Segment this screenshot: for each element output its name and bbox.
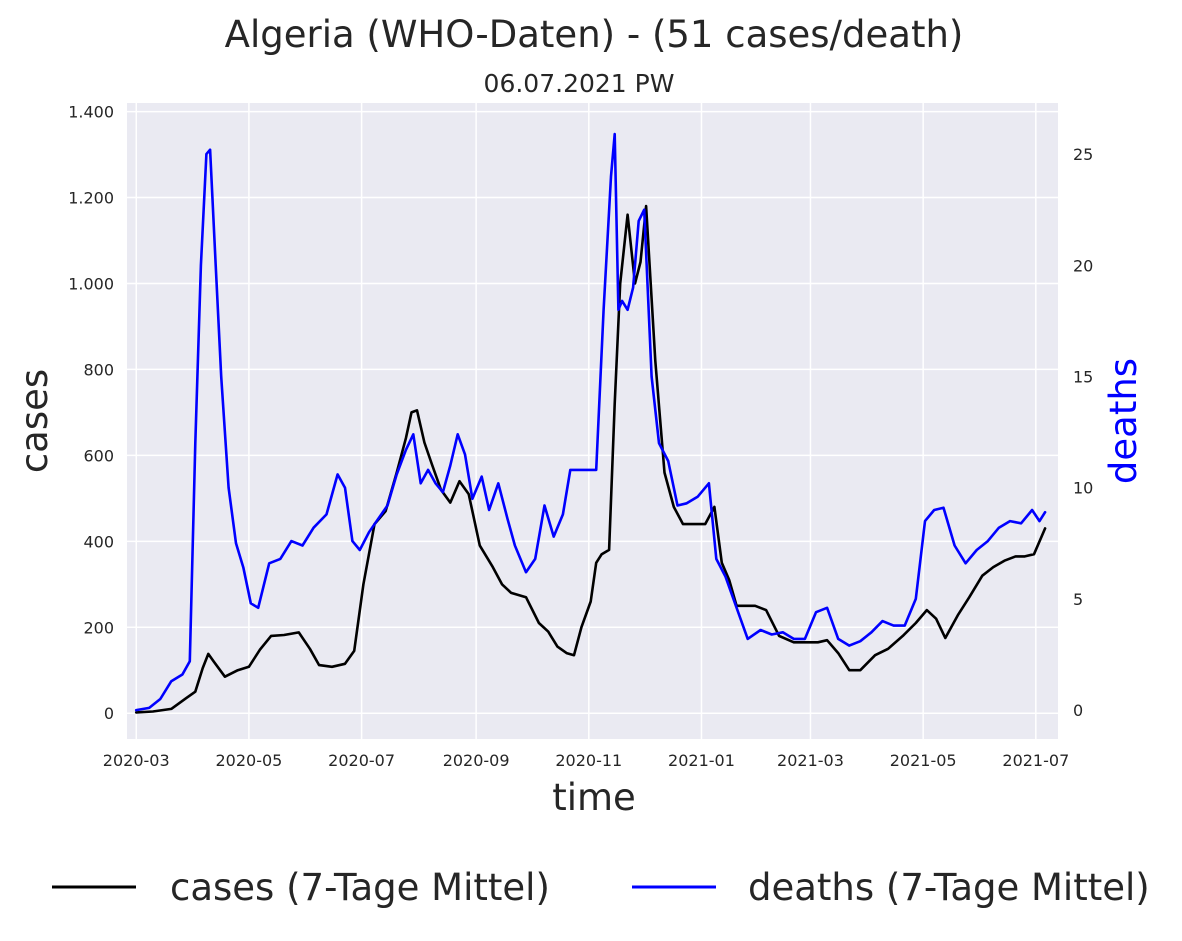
y-tick-label-right: 0 — [1073, 701, 1083, 720]
x-tick-label: 2020-07 — [328, 751, 395, 770]
x-tick-label: 2021-05 — [890, 751, 957, 770]
y-tick-label-left: 400 — [83, 532, 114, 551]
y-tick-label-left: 1.200 — [68, 189, 114, 208]
y-tick-label-right: 15 — [1073, 368, 1093, 387]
y-axis-label-left: cases — [13, 369, 56, 473]
legend: cases (7-Tage Mittel) deaths (7-Tage Mit… — [52, 866, 1150, 909]
x-tick-label: 2021-03 — [777, 751, 844, 770]
y-tick-label-left: 600 — [83, 446, 114, 465]
chart-title: Algeria (WHO-Daten) - (51 cases/death) — [225, 13, 964, 56]
grid — [127, 103, 1058, 739]
y-tick-label-left: 1.000 — [68, 274, 114, 293]
y-tick-label-right: 10 — [1073, 479, 1093, 498]
y-tick-label-left: 1.400 — [68, 103, 114, 122]
chart-subtitle: 06.07.2021 PW — [484, 69, 675, 98]
plot-area — [127, 103, 1058, 739]
series-line-cases — [134, 204, 1047, 714]
y-tick-label-right: 5 — [1073, 590, 1083, 609]
legend-label-deaths: deaths (7-Tage Mittel) — [748, 866, 1150, 909]
y-tick-label-left: 0 — [104, 704, 114, 723]
x-axis-label: time — [552, 776, 636, 819]
y-tick-label-left: 200 — [83, 618, 114, 637]
x-tick-label: 2020-03 — [103, 751, 170, 770]
series-line-deaths — [134, 132, 1047, 712]
x-tick-label: 2020-11 — [555, 751, 622, 770]
x-tick-label: 2020-05 — [215, 751, 282, 770]
y-tick-label-right: 20 — [1073, 256, 1093, 275]
x-tick-label: 2021-07 — [1002, 751, 1069, 770]
series-lines — [134, 132, 1047, 714]
legend-label-cases: cases (7-Tage Mittel) — [170, 866, 550, 909]
y-tick-label-right: 25 — [1073, 145, 1093, 164]
x-tick-label: 2021-01 — [668, 751, 735, 770]
x-tick-label: 2020-09 — [443, 751, 510, 770]
y-axis-label-right: deaths — [1102, 358, 1145, 484]
y-tick-label-left: 800 — [83, 360, 114, 379]
